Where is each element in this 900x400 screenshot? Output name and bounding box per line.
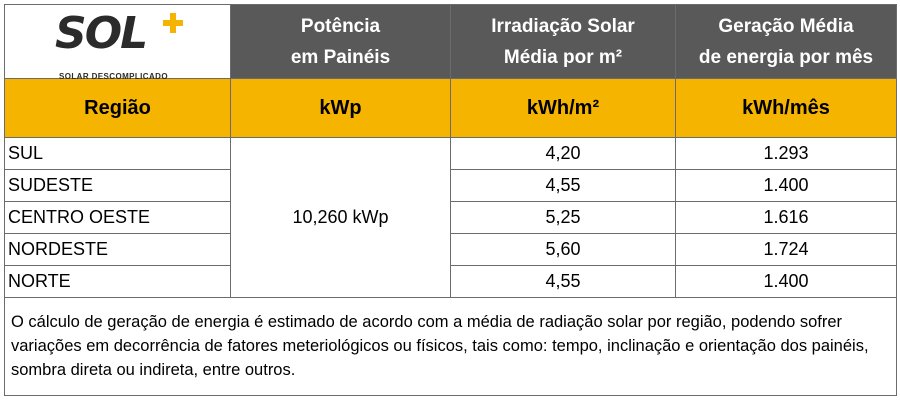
sol-logo: SOL SOLAR DESCOMPLICADO xyxy=(5,5,230,81)
solar-generation-table: SOL SOLAR DESCOMPLICADO Potência em Pain… xyxy=(4,4,897,396)
table-row: CENTRO OESTE 5,25 1.616 xyxy=(4,201,897,234)
power-cell: 10,260 kWp xyxy=(230,137,451,298)
header-irradiation-line1: Irradiação Solar xyxy=(491,15,635,37)
generation-cell: 1.400 xyxy=(675,265,897,298)
header-row: SOL SOLAR DESCOMPLICADO Potência em Pain… xyxy=(4,4,897,81)
region-cell: SUDESTE xyxy=(4,169,231,202)
unit-power: kWp xyxy=(230,78,451,138)
generation-cell: 1.724 xyxy=(675,233,897,266)
table-row: SUL 10,260 kWp 4,20 1.293 xyxy=(4,137,897,298)
table-row: NORDESTE 5,60 1.724 xyxy=(4,233,897,266)
logo-tagline: SOLAR DESCOMPLICADO xyxy=(59,72,168,81)
generation-cell: 1.616 xyxy=(675,201,897,234)
header-generation: Geração Média de energia por mês xyxy=(675,4,897,79)
header-power-line1: Potência xyxy=(300,15,381,37)
irradiation-cell: 5,25 xyxy=(450,201,676,234)
generation-cell: 1.400 xyxy=(675,169,897,202)
generation-cell: 1.293 xyxy=(675,137,897,170)
region-cell: CENTRO OESTE xyxy=(4,201,231,234)
logo-cell: SOL SOLAR DESCOMPLICADO xyxy=(4,4,231,81)
table-row: SUDESTE 4,55 1.400 xyxy=(4,169,897,202)
header-irradiation: Irradiação Solar Média por m² xyxy=(450,4,676,79)
irradiation-cell: 4,55 xyxy=(450,169,676,202)
header-irradiation-line2: Média por m² xyxy=(503,46,623,68)
plus-icon xyxy=(163,13,183,33)
irradiation-cell: 5,60 xyxy=(450,233,676,266)
region-cell: NORDESTE xyxy=(4,233,231,266)
table-row: NORTE 4,55 1.400 xyxy=(4,265,897,298)
unit-irradiation: kWh/m² xyxy=(450,78,676,138)
irradiation-cell: 4,55 xyxy=(450,265,676,298)
region-cell: NORTE xyxy=(4,265,231,298)
header-power: Potência em Painéis xyxy=(230,4,451,79)
header-generation-line2: de energia por mês xyxy=(698,46,874,68)
header-generation-line1: Geração Média xyxy=(718,15,854,37)
disclaimer-note: O cálculo de geração de energia é estima… xyxy=(4,297,897,396)
irradiation-cell: 4,20 xyxy=(450,137,676,170)
logo-wordmark: SOL xyxy=(55,8,148,59)
region-cell: SUL xyxy=(4,137,231,170)
unit-region: Região xyxy=(4,78,231,138)
units-row: Região kWp kWh/m² kWh/mês xyxy=(4,78,897,138)
unit-generation: kWh/mês xyxy=(675,78,897,138)
header-power-line2: em Painéis xyxy=(290,46,391,68)
note-row: O cálculo de geração de energia é estima… xyxy=(4,297,897,396)
